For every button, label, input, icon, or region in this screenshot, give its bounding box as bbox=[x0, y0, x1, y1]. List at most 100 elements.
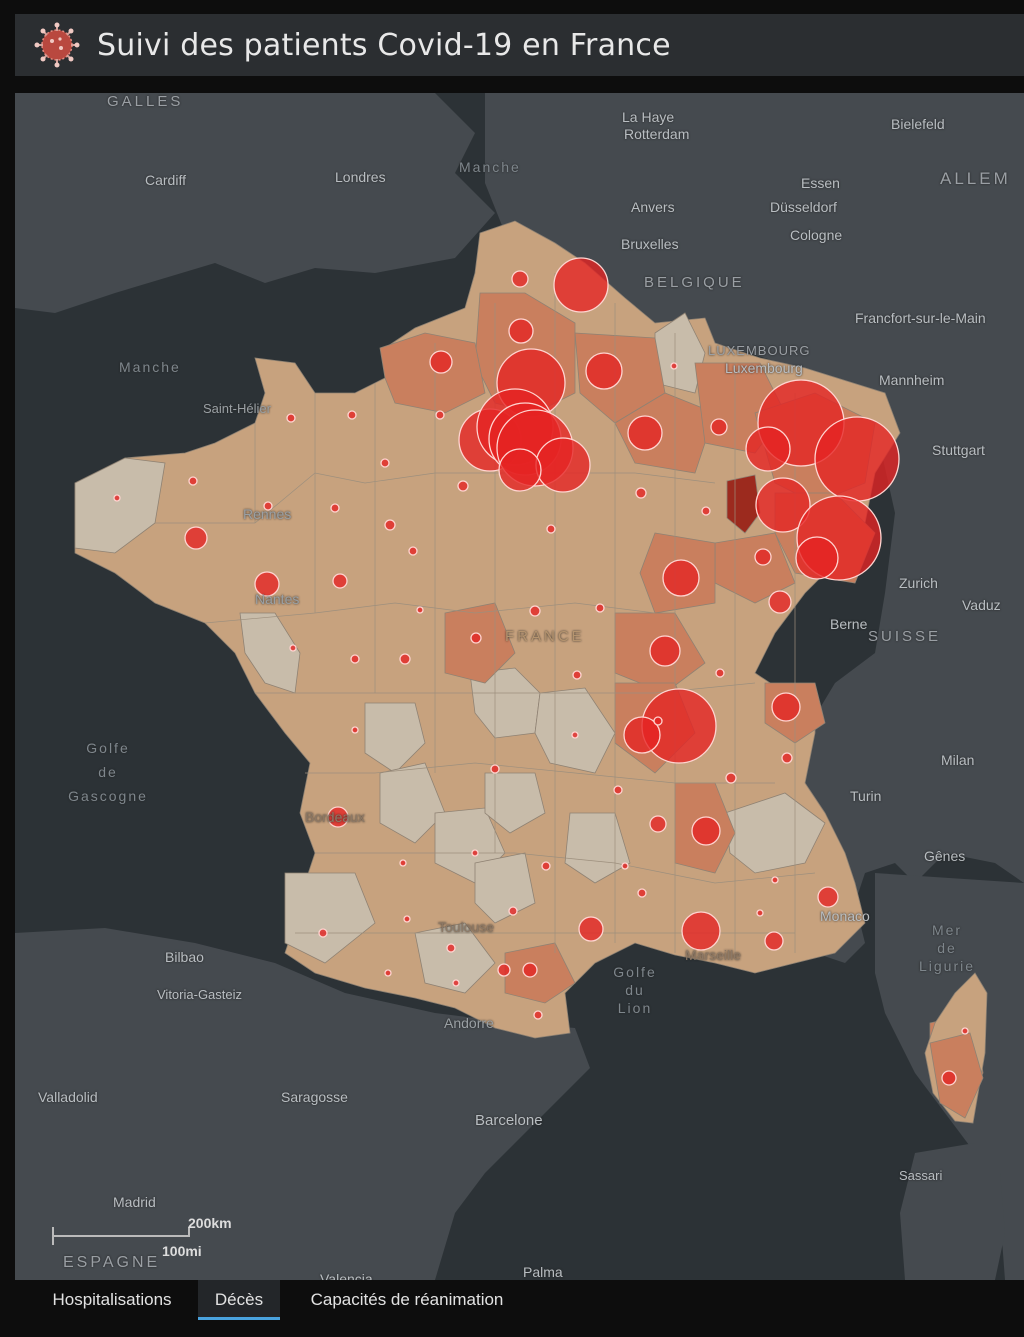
circle-ain-isere-w bbox=[623, 716, 661, 754]
land-spain bbox=[15, 928, 590, 1280]
map-label-bielefeld: Bielefeld bbox=[891, 116, 945, 132]
circle-vosges bbox=[755, 477, 811, 533]
tab-capacites-reanimation[interactable]: Capacités de réanimation bbox=[310, 1290, 504, 1309]
map-label-stuttgart: Stuttgart bbox=[932, 442, 985, 458]
circle-eure-loir bbox=[408, 546, 418, 556]
map-label-luxembourg-city: Luxembourg bbox=[725, 360, 803, 376]
circle-seine-maritime bbox=[429, 350, 453, 374]
circle-ariege bbox=[452, 979, 460, 987]
circle-gironde bbox=[327, 806, 349, 828]
circle-herault bbox=[522, 962, 538, 978]
map-label-palma: Palma bbox=[523, 1264, 563, 1280]
circle-bouches-du-rhone bbox=[681, 911, 721, 951]
circle-yonne bbox=[546, 524, 556, 534]
map-label-sassari: Sassari bbox=[899, 1168, 943, 1183]
circle-mayenne bbox=[330, 503, 340, 513]
map-label-mer-ligurie: Mer de Ligurie bbox=[918, 922, 976, 974]
map-label-france: FRANCE bbox=[505, 628, 585, 645]
circle-ardennes bbox=[670, 362, 678, 370]
map-label-madrid: Madrid bbox=[113, 1194, 156, 1210]
circle-idf-6 bbox=[498, 448, 542, 492]
circle-haute-savoie bbox=[771, 692, 801, 722]
map-label-genes: Gênes bbox=[924, 848, 966, 864]
circle-lot bbox=[471, 849, 479, 857]
map-label-marseille: Marseille bbox=[685, 947, 742, 963]
circle-pyrenees-orientales bbox=[533, 1010, 543, 1020]
scale-tick-end bbox=[188, 1227, 190, 1237]
circle-morbihan bbox=[184, 526, 208, 550]
circle-territoire-belfort bbox=[795, 536, 839, 580]
map-label-nantes: Nantes bbox=[255, 591, 300, 607]
map-scale-bar: 200km 100mi bbox=[52, 1213, 232, 1259]
map-label-rotterdam: Rotterdam bbox=[624, 126, 690, 142]
map-label-milan: Milan bbox=[941, 752, 975, 768]
circle-vaucluse bbox=[637, 888, 647, 898]
circle-nord bbox=[553, 257, 609, 313]
scale-mi-label: 100mi bbox=[162, 1243, 202, 1259]
map-label-mannheim: Mannheim bbox=[879, 372, 945, 388]
circle-tarn bbox=[508, 906, 518, 916]
circle-cotes-armor bbox=[188, 476, 198, 486]
circle-loir-cher bbox=[416, 606, 424, 614]
circle-aube bbox=[635, 487, 647, 499]
circle-calvados bbox=[347, 410, 357, 420]
circle-loiret bbox=[457, 480, 469, 492]
tab-hospitalisations[interactable]: Hospitalisations bbox=[52, 1290, 172, 1309]
map-label-essen: Essen bbox=[801, 175, 840, 191]
circle-orne bbox=[380, 458, 390, 468]
circle-lot-garonne bbox=[403, 915, 411, 923]
bottom-tab-bar: Hospitalisations Décès Capacités de réan… bbox=[15, 1280, 1024, 1337]
circle-gers bbox=[384, 969, 392, 977]
map-label-valladolid: Valladolid bbox=[38, 1089, 98, 1105]
map-label-vaduz: Vaduz bbox=[962, 597, 1001, 613]
map-label-luxembourg-country: LUXEMBOURG bbox=[708, 343, 811, 358]
circle-manche bbox=[286, 413, 296, 423]
circle-pas-de-calais bbox=[511, 270, 529, 288]
tab-deces[interactable]: Décès bbox=[198, 1280, 280, 1320]
circle-nievre bbox=[595, 603, 605, 613]
circle-doubs bbox=[768, 590, 792, 614]
map-label-manche-n: Manche bbox=[459, 159, 521, 175]
map-label-allemagne: ALLEM bbox=[940, 169, 1011, 188]
circle-maine-loire bbox=[332, 573, 348, 589]
circle-var bbox=[764, 931, 784, 951]
circle-alpes-maritimes bbox=[817, 886, 839, 908]
map-label-bordeaux: Bordeaux bbox=[305, 809, 365, 825]
circle-sarthe bbox=[384, 519, 396, 531]
map-label-vitoria: Vitoria-Gasteiz bbox=[157, 987, 243, 1002]
map-label-la-haye: La Haye bbox=[622, 109, 675, 125]
circle-alpes-hp bbox=[756, 909, 764, 917]
circle-vienne bbox=[399, 653, 411, 665]
circle-drome bbox=[691, 816, 721, 846]
map-label-francfort: Francfort-sur-le-Main bbox=[855, 310, 986, 326]
map-label-suisse: SUISSE bbox=[868, 628, 942, 645]
circle-jura bbox=[715, 668, 725, 678]
circle-meurthe bbox=[745, 426, 791, 472]
circle-idf-5 bbox=[535, 437, 591, 493]
scale-line bbox=[52, 1235, 188, 1237]
circle-aude bbox=[497, 963, 511, 977]
map-label-barcelone: Barcelone bbox=[475, 1112, 543, 1129]
circle-haute-saone bbox=[754, 548, 772, 566]
circle-ardeche bbox=[649, 815, 667, 833]
circle-correze bbox=[490, 764, 500, 774]
map-label-golfe-lion: Golfe du Lion bbox=[613, 964, 657, 1016]
coronavirus-icon bbox=[34, 22, 80, 68]
map-view[interactable]: GALLES Cardiff Londres Manche Manche Sai… bbox=[15, 93, 1024, 1280]
map-label-espagne: ESPAGNE bbox=[63, 1254, 161, 1271]
circle-corse-du-sud bbox=[941, 1070, 957, 1086]
map-label-golfe-gascogne: Golfe de Gascogne bbox=[68, 740, 148, 804]
map-canvas[interactable] bbox=[15, 93, 1024, 1280]
circle-marne bbox=[627, 415, 663, 451]
circle-indre-loire bbox=[470, 632, 482, 644]
circle-cher bbox=[529, 605, 541, 617]
land-continent-ne bbox=[485, 93, 1024, 963]
circle-gard bbox=[578, 916, 604, 942]
circle-bas-rhin bbox=[814, 416, 900, 502]
map-label-toulouse: Toulouse bbox=[438, 919, 495, 935]
scale-km-label: 200km bbox=[188, 1215, 232, 1231]
circle-savoie bbox=[781, 752, 793, 764]
death-circles[interactable] bbox=[113, 257, 969, 1086]
map-label-zurich: Zurich bbox=[899, 575, 938, 591]
map-label-galles: GALLES bbox=[107, 93, 184, 110]
